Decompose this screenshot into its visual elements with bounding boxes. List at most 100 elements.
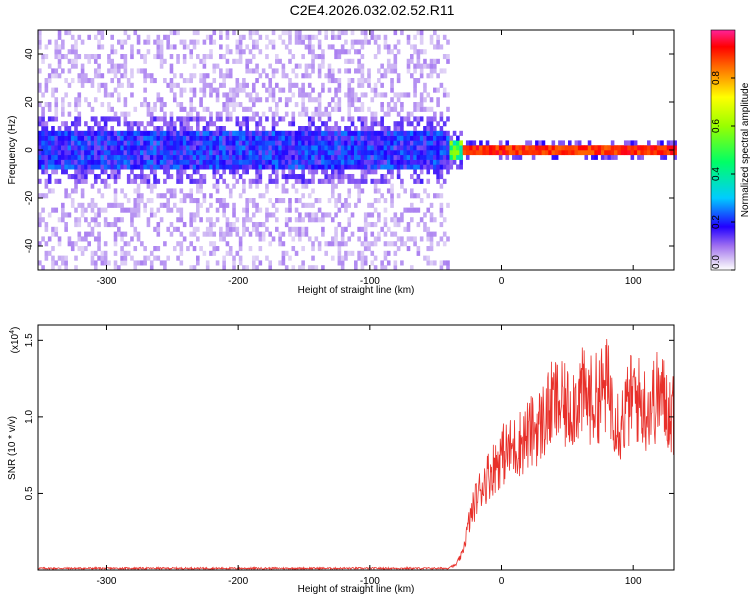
spectrogram-cell [189, 97, 194, 103]
spectrogram-cell [304, 164, 309, 170]
spectrogram-cell [228, 154, 233, 160]
spectrogram-cell [288, 39, 292, 45]
spectrogram-cell [475, 145, 480, 151]
spectrogram-cell [70, 188, 75, 194]
spectrogram-cell [54, 164, 59, 170]
spectrogram-cell [413, 159, 417, 165]
spectrogram-cell [344, 255, 348, 261]
spectrogram-cell [209, 164, 213, 170]
spectrogram-cell [77, 169, 82, 175]
spectrogram-cell [153, 174, 157, 180]
spectrogram-cell [400, 178, 404, 184]
spectrogram-cell [439, 68, 444, 74]
spectrogram-cell [584, 154, 589, 160]
spectrogram-cell [439, 202, 444, 208]
spectrogram-cell [409, 54, 414, 60]
spectrogram-cell [373, 265, 378, 271]
spectrogram-cell [140, 193, 144, 199]
spectrogram-cell [400, 164, 404, 170]
spectrogram-cell [57, 126, 62, 132]
spectrogram-cell [120, 164, 124, 170]
spectrogram-cell [61, 106, 65, 112]
spectrogram-cell [314, 217, 319, 223]
spectrogram-cell [74, 135, 78, 141]
spectrogram-cell [163, 241, 167, 247]
spectrogram-cell [126, 164, 131, 170]
spectrogram-cell [172, 130, 177, 136]
spectrogram-cell [123, 130, 128, 136]
spectrogram-cell [423, 106, 427, 112]
spectrogram-cell [90, 150, 95, 156]
spectrogram-cell [179, 164, 184, 170]
spectrogram-cell [281, 255, 286, 261]
spectrogram-cell [41, 140, 45, 146]
spectrogram-cell [199, 97, 203, 103]
spectrogram-cell [84, 140, 88, 146]
spectrogram-cell [70, 246, 75, 252]
spectrogram-cell [268, 106, 273, 112]
spectrogram-cell [153, 150, 157, 156]
spectrogram-cell [284, 178, 289, 184]
spectrogram-cell [321, 164, 325, 170]
spectrogram-cell [196, 164, 200, 170]
spectrogram-cell [222, 154, 226, 160]
spectrogram-cell [140, 260, 144, 266]
spectrogram-cell [377, 121, 381, 127]
spectrogram-cell [327, 87, 332, 93]
spectrogram-cell [80, 159, 85, 165]
spectrogram-cell [268, 265, 273, 271]
spectrogram-cell [120, 39, 124, 45]
spectrogram-cell [38, 130, 42, 136]
spectrogram-cell [84, 169, 88, 175]
spectrogram-cell [205, 260, 210, 266]
spectrogram-cell [54, 87, 59, 93]
spectrogram-cell [380, 121, 384, 127]
spectrogram-cell [149, 73, 154, 79]
spectrogram-cell [439, 265, 444, 271]
spectrogram-cell [146, 130, 151, 136]
spectrogram-cell [314, 212, 319, 218]
spectrogram-cell [90, 169, 95, 175]
spectrogram-cell [169, 159, 174, 165]
spectrogram-cell [209, 193, 213, 199]
spectrogram-cell [90, 82, 95, 88]
spectrogram-cell [242, 217, 246, 223]
spectrogram-cell [222, 169, 226, 175]
spectrogram-cell [321, 49, 325, 55]
spectrogram-cell [330, 106, 335, 112]
spectrogram-cell [591, 145, 595, 151]
spectrogram-cell [235, 231, 240, 237]
spectrogram-cell [87, 241, 91, 247]
spectrogram-cell [301, 111, 305, 117]
spectrogram-cell [288, 164, 292, 170]
spectrogram-cell [571, 150, 575, 156]
spectrogram-cell [120, 207, 124, 213]
spectrogram-cell [225, 73, 230, 79]
spectrogram-cell [406, 207, 411, 213]
spectrogram-cell [363, 222, 368, 228]
spectrogram-cell [291, 111, 296, 117]
spectrogram-cell [80, 154, 85, 160]
spectrogram-cell [222, 54, 226, 60]
spectrogram-cell [176, 241, 180, 247]
spectrogram-cell [261, 135, 266, 141]
spectrogram-cell [568, 145, 572, 151]
spectrogram-cell [140, 169, 144, 175]
spectrogram-cell [103, 164, 108, 170]
spectrogram-cell [409, 154, 414, 160]
spectrogram-cell [377, 49, 381, 55]
spectrogram-cell [90, 126, 95, 132]
spectrogram-cell [311, 44, 315, 50]
spectrogram-cell [350, 121, 355, 127]
spectrogram-cell [610, 154, 615, 160]
spectrogram-cell [87, 159, 91, 165]
spectrogram-cell [258, 116, 263, 122]
spectrogram-cell [245, 82, 249, 88]
spectrogram-cell [327, 198, 332, 204]
spectrogram-cell [189, 212, 194, 218]
spectrogram-cell [393, 121, 398, 127]
spectrogram-cell [423, 150, 427, 156]
spectrogram-cell [156, 246, 161, 252]
spectrogram-cell [535, 150, 539, 156]
spectrogram-cell [163, 145, 167, 151]
